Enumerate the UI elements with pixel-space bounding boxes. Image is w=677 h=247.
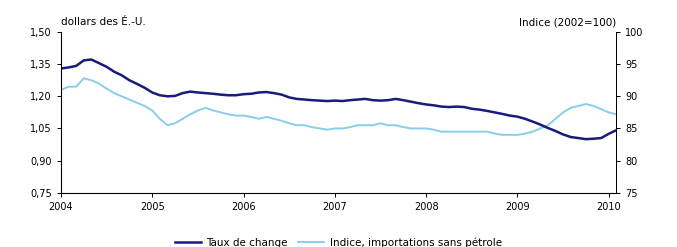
Text: Indice (2002=100): Indice (2002=100)	[519, 17, 616, 27]
Legend: Taux de change, Indice, importations sans pétrole: Taux de change, Indice, importations san…	[171, 233, 506, 247]
Text: dollars des É.-U.: dollars des É.-U.	[61, 17, 146, 27]
